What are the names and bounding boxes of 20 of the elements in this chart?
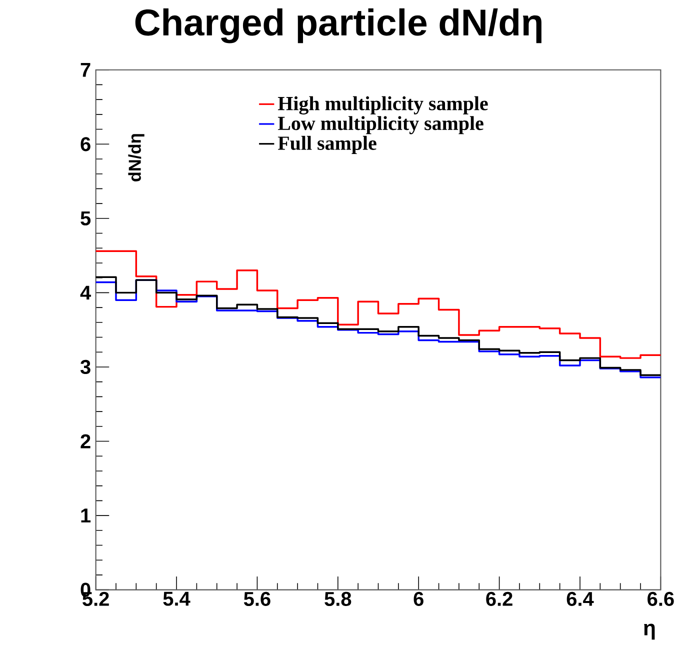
- y-tick-label: 2: [80, 434, 90, 448]
- y-tick-label: 4: [80, 286, 92, 300]
- x-tick-label: 6.2: [486, 592, 512, 606]
- x-tick-label: 6.4: [566, 592, 594, 606]
- y-tick-label: 3: [80, 360, 90, 374]
- chart-title: Charged particle dN/dη: [135, 8, 542, 44]
- y-tick-label: 6: [80, 137, 90, 152]
- legend-label: High multiplicity sample: [278, 96, 488, 115]
- legend-label: Low multiplicity sample: [278, 116, 484, 134]
- y-tick-label: 7: [80, 63, 90, 77]
- legend-label: Full sample: [278, 136, 376, 154]
- x-tick-label: 6.6: [648, 592, 674, 606]
- y-tick-label: 1: [81, 508, 91, 523]
- x-tick-label: 5.4: [163, 592, 190, 606]
- x-tick-label: 5.6: [244, 592, 270, 606]
- y-axis-title: dN/dη: [128, 134, 144, 182]
- x-tick-label: 6: [414, 592, 424, 606]
- x-tick-label: 5.8: [324, 592, 352, 606]
- x-axis-title: η: [644, 624, 655, 640]
- y-tick-label: 5: [80, 212, 91, 226]
